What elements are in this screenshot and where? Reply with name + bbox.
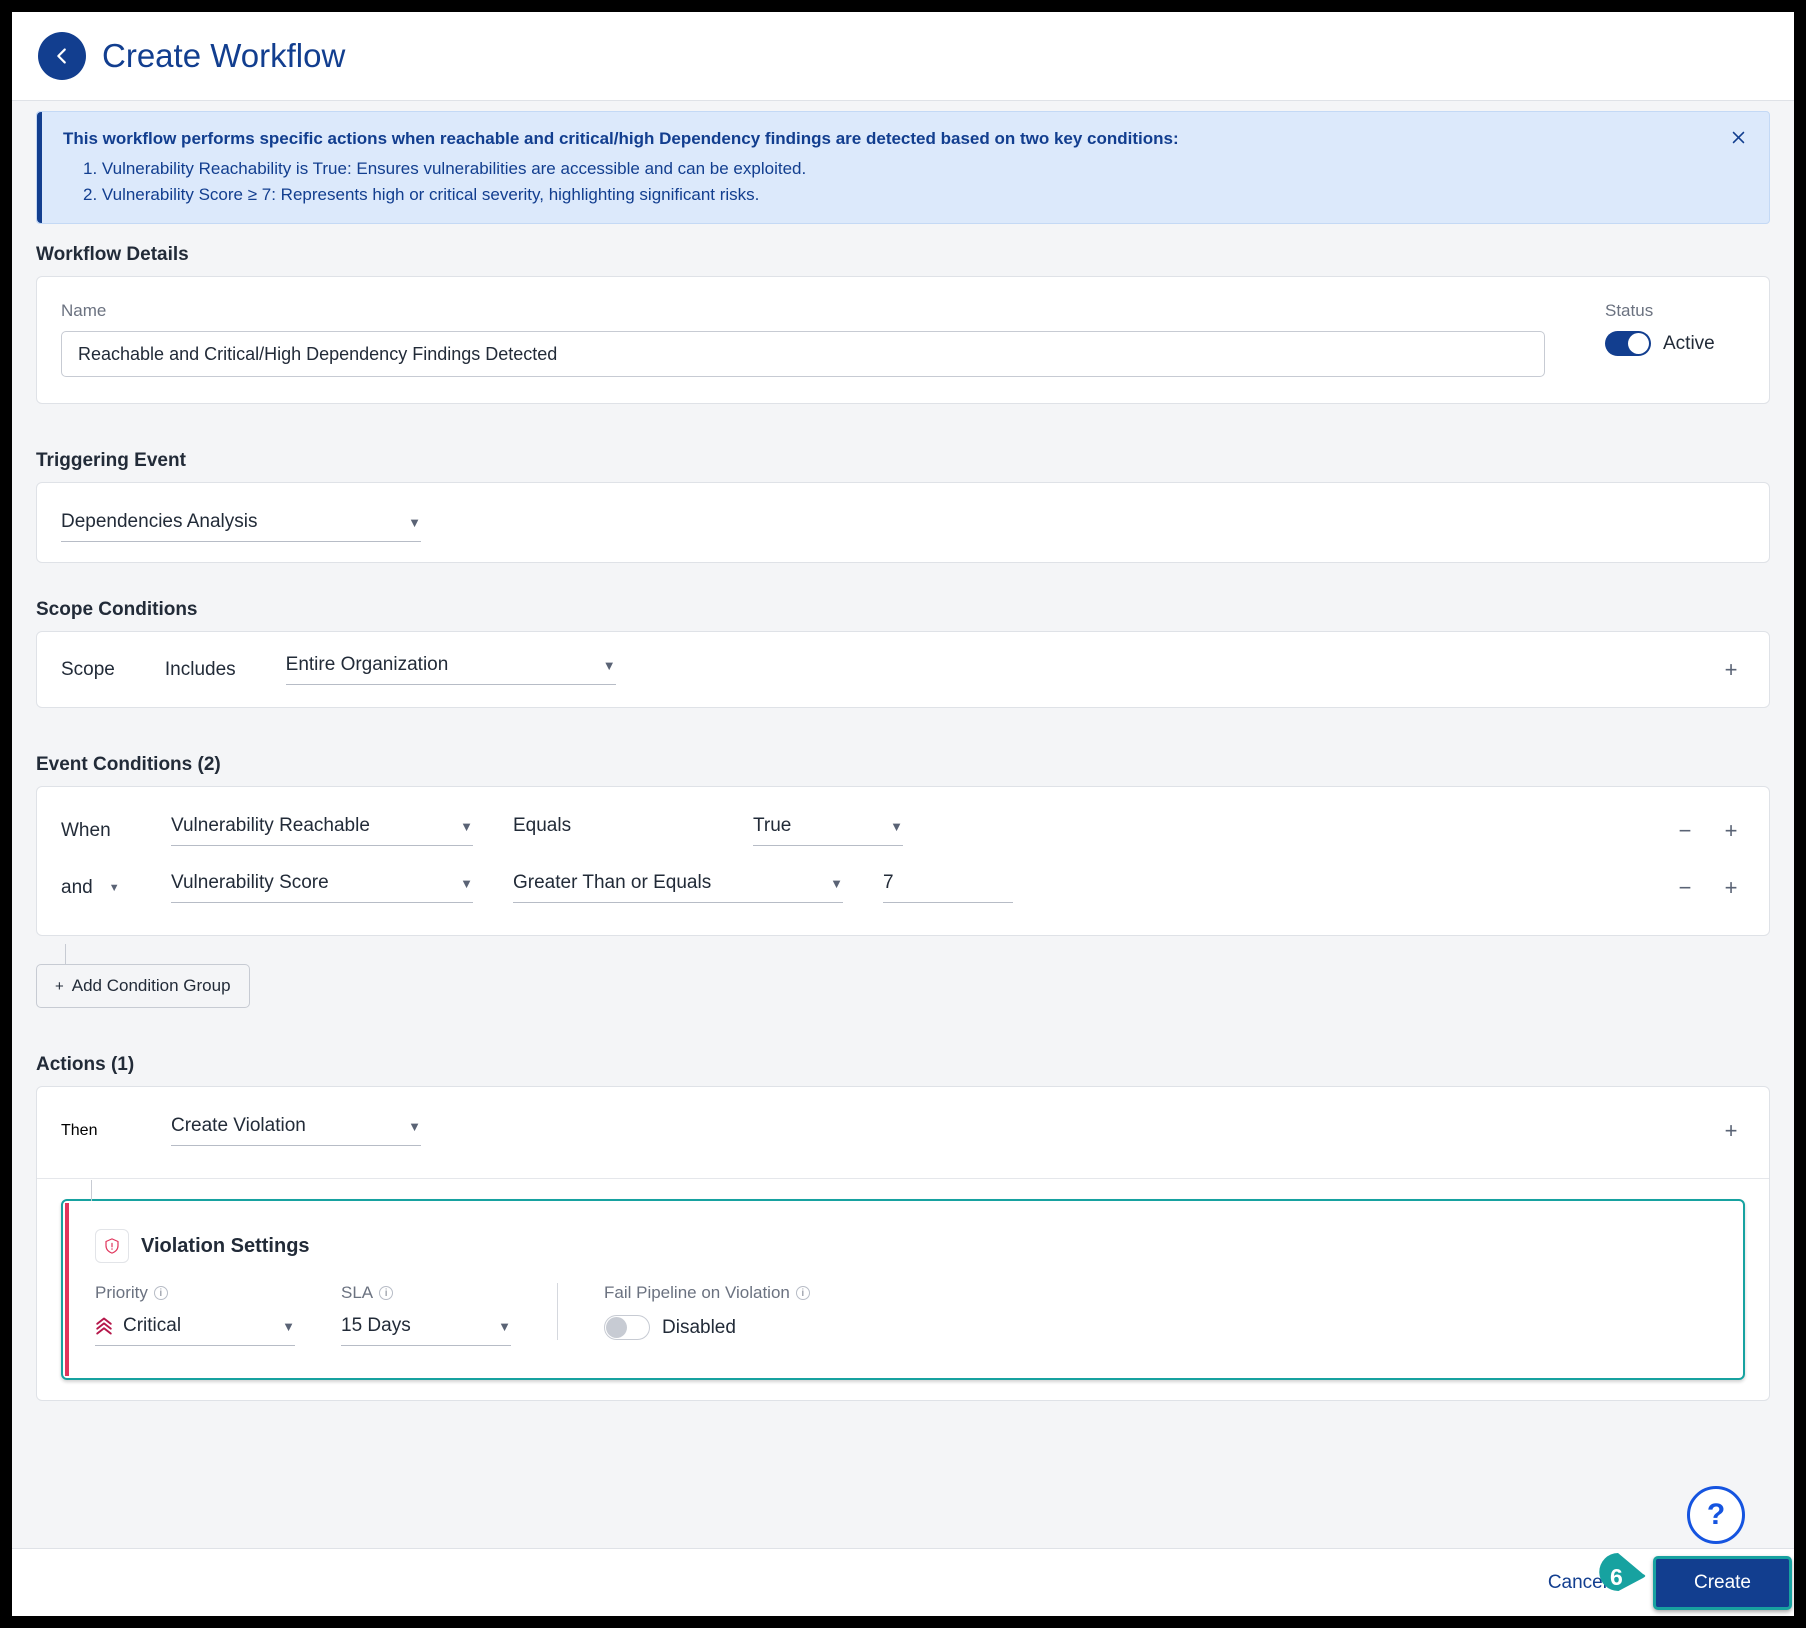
svg-text:6: 6 <box>1610 1564 1623 1590</box>
